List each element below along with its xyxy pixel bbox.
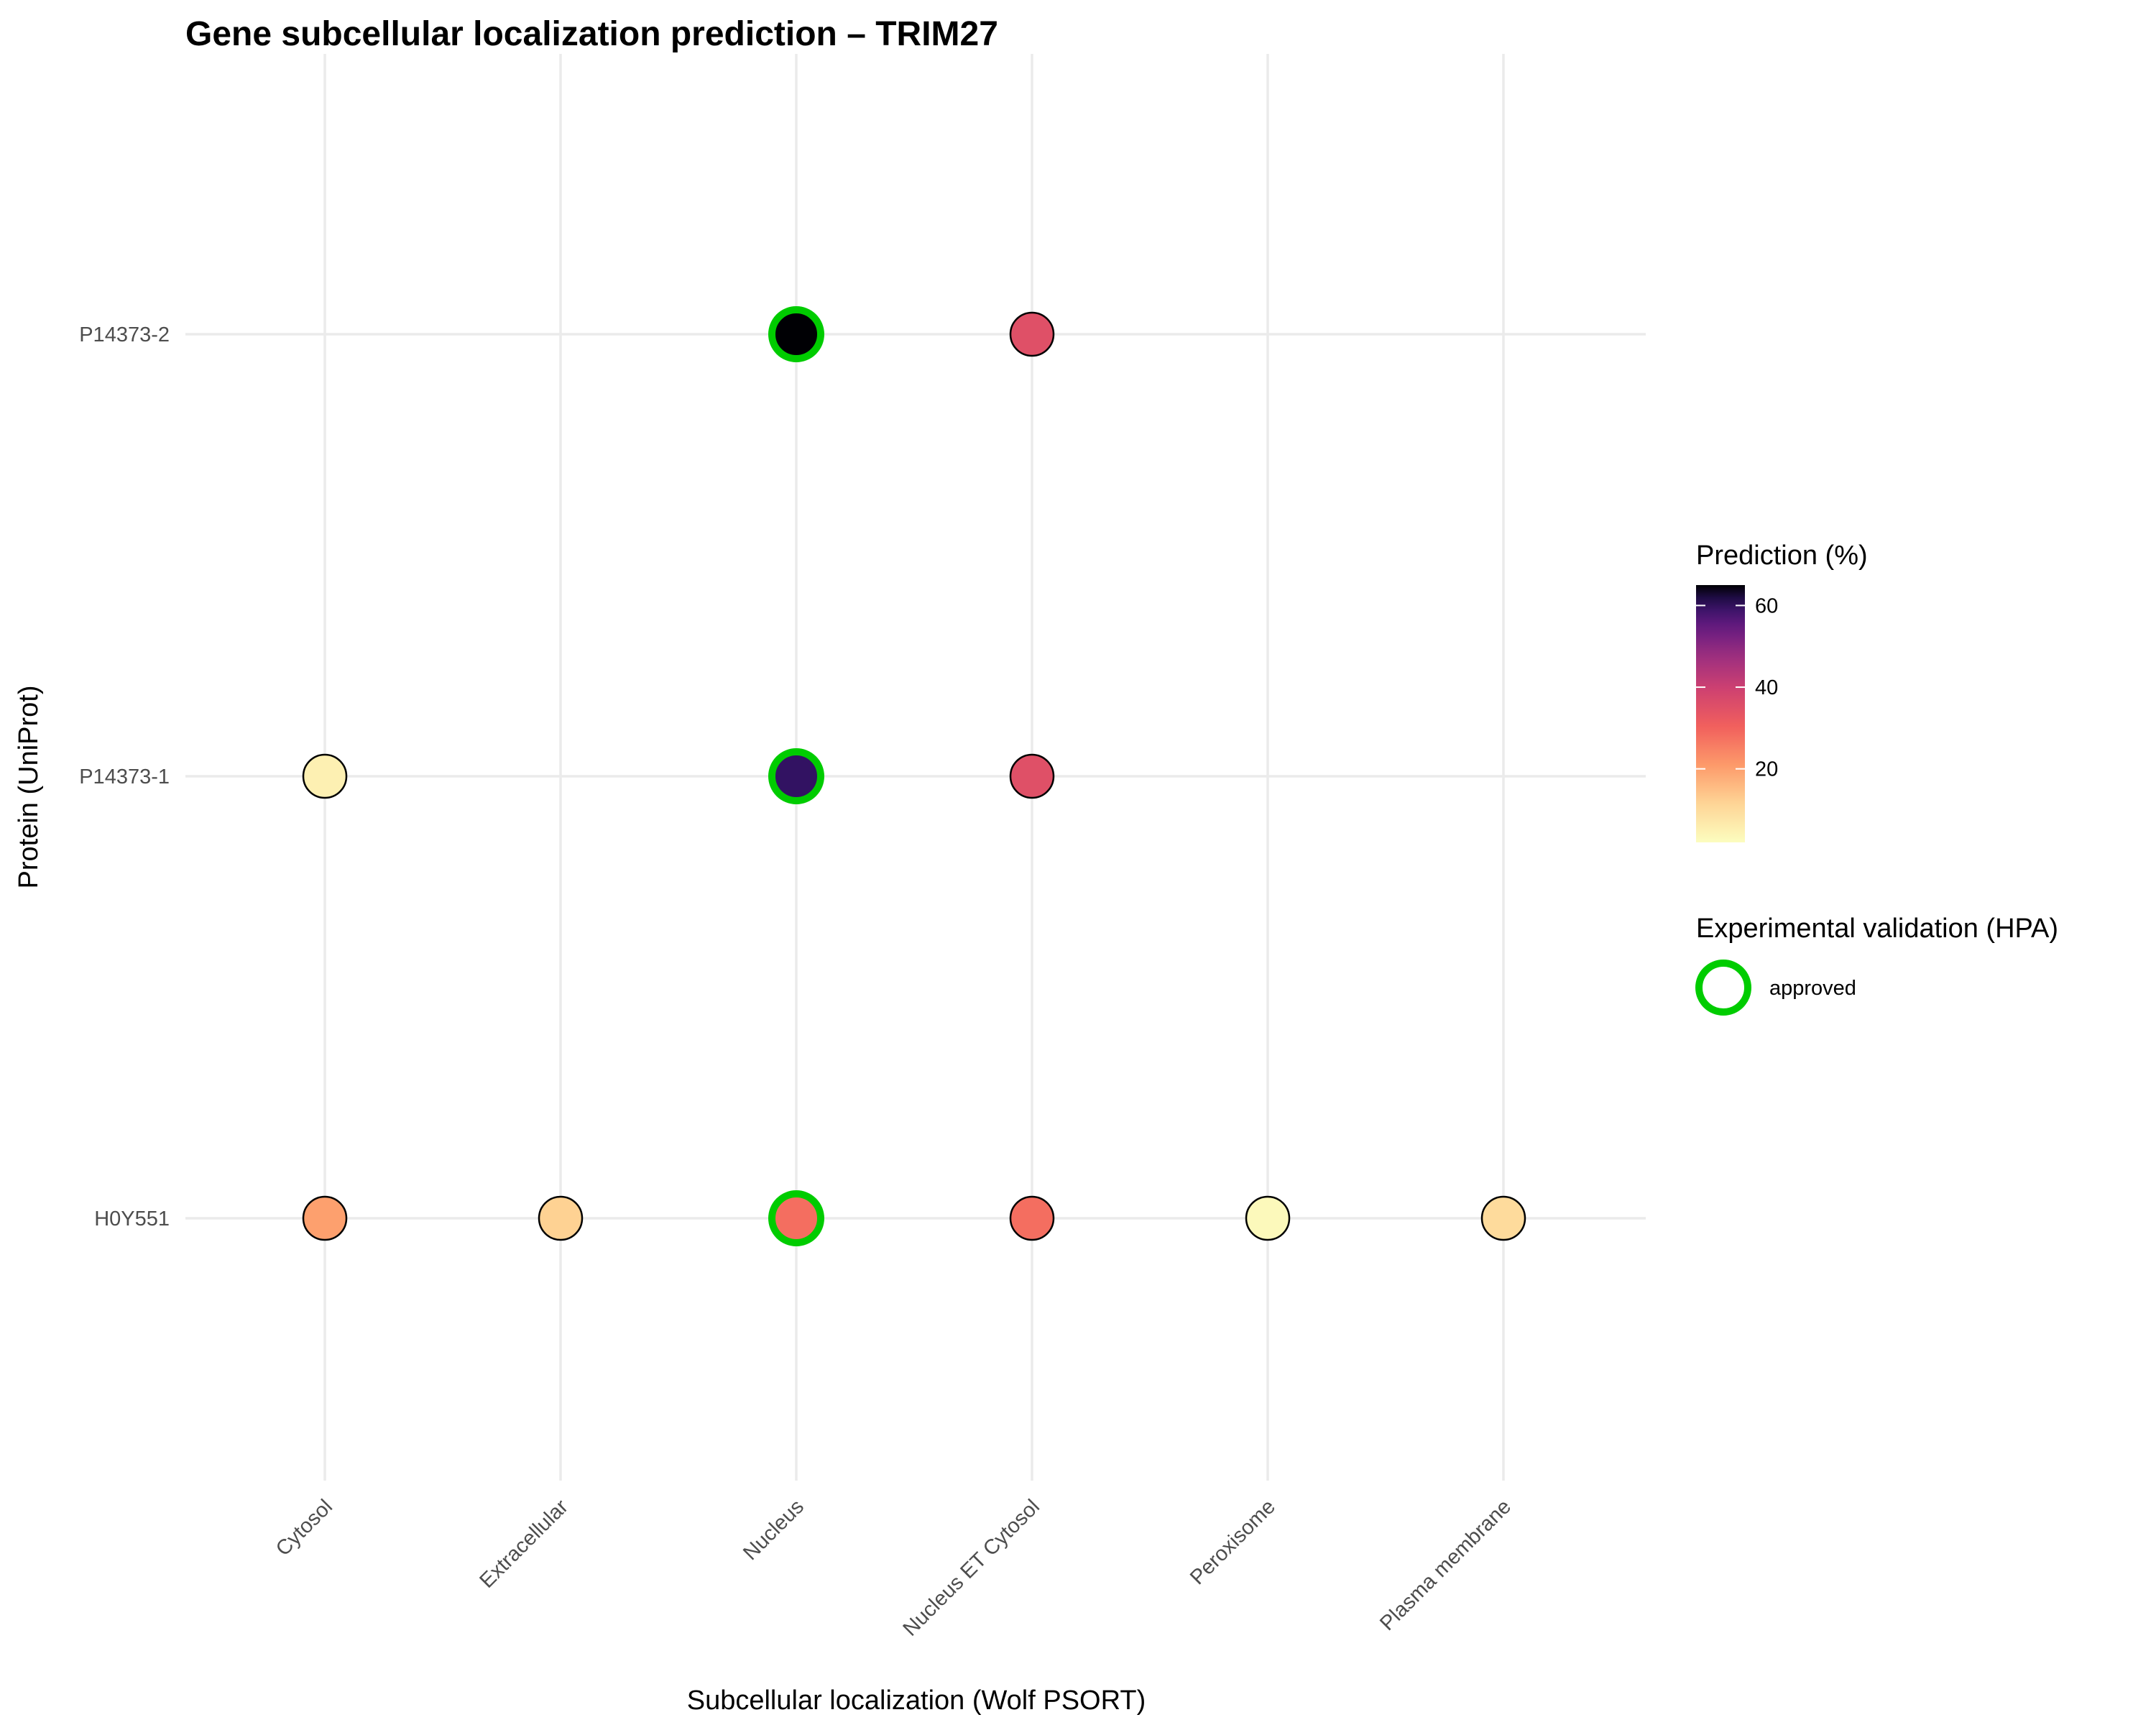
- grid: [185, 54, 1646, 1481]
- color-legend-ticks: 20 40 60: [1696, 594, 1778, 781]
- x-tick-label-peroxisome: Peroxisome: [1186, 1495, 1280, 1589]
- x-tick-label-cytosol: Cytosol: [272, 1495, 337, 1560]
- point-h0y551-cytosol: [302, 1195, 348, 1241]
- colorbar-tick-label-60: 60: [1755, 594, 1778, 617]
- y-tick-label-h0y551: H0Y551: [94, 1208, 170, 1230]
- point-p14373-1-nucleus: [768, 748, 824, 804]
- x-axis-title: Subcellular localization (Wolf PSORT): [687, 1685, 1146, 1716]
- chart-title: Gene subcellular localization prediction…: [185, 15, 998, 53]
- y-axis-title: Protein (UniProt): [14, 686, 44, 889]
- point-h0y551-extracellular: [538, 1195, 584, 1241]
- y-axis-ticks: H0Y551 P14373-1 P14373-2: [79, 323, 170, 1230]
- point-p14373-2-nucleus: [768, 306, 824, 362]
- x-tick-label-plasma-membrane: Plasma membrane: [1376, 1495, 1516, 1635]
- color-legend-bar: [1696, 585, 1745, 842]
- data-points: [302, 306, 1526, 1246]
- point-h0y551-peroxisome: [1245, 1195, 1291, 1241]
- y-tick-label-p14373-2: P14373-2: [79, 323, 170, 346]
- x-axis-ticks: Cytosol Extracellular Nucleus Nucleus ET Cy…: [272, 1495, 1516, 1641]
- x-tick-label-nucleus: Nucleus: [739, 1495, 808, 1565]
- point-h0y551-plasma-membrane: [1480, 1195, 1526, 1241]
- legend: Prediction (%) 20 40 60 Experimental valid…: [1695, 540, 2058, 1016]
- colorbar-tick-label-20: 20: [1755, 758, 1778, 781]
- x-tick-label-nucleus-et-cytosol: Nucleus ET Cytosol: [899, 1495, 1044, 1640]
- point-p14373-1-nucleus-et-cytosol: [1009, 753, 1055, 799]
- approved-legend-label: approved: [1769, 977, 1856, 1000]
- approved-legend-key: [1695, 960, 1751, 1016]
- point-h0y551-nucleus-et-cytosol: [1009, 1195, 1055, 1241]
- point-h0y551-nucleus: [768, 1190, 824, 1246]
- y-tick-label-p14373-1: P14373-1: [79, 765, 170, 788]
- shape-legend-title: Experimental validation (HPA): [1696, 914, 2058, 944]
- point-p14373-2-nucleus-et-cytosol: [1009, 311, 1055, 357]
- colorbar-tick-label-40: 40: [1755, 676, 1778, 699]
- x-tick-label-extracellular: Extracellular: [475, 1495, 573, 1593]
- point-p14373-1-cytosol: [302, 753, 348, 799]
- color-legend-title: Prediction (%): [1696, 540, 1868, 571]
